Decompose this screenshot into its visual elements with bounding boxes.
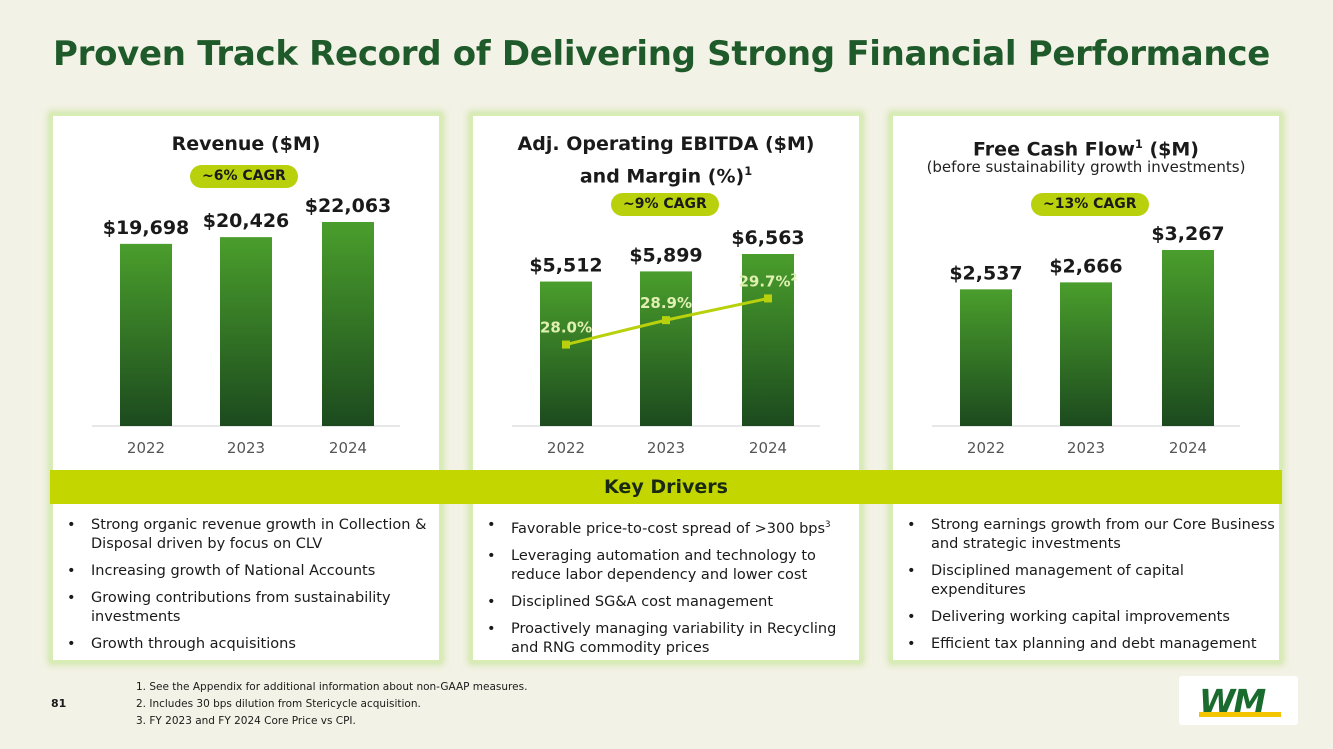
driver-item: Growing contributions from sustainabilit… — [65, 589, 437, 627]
revenue-drivers-list: Strong organic revenue growth in Collect… — [65, 516, 437, 662]
driver-item: Delivering working capital improvements — [905, 608, 1277, 627]
fcf-panel-title: Free Cash Flow1 ($M) — [890, 131, 1282, 163]
ebitda-panel: Adj. Operating EBITDA ($M) and Margin (%… — [470, 113, 862, 663]
bar-value-label: $19,698 — [103, 217, 190, 239]
ebitda-title-line2: and Margin (%) — [579, 165, 745, 188]
margin-label-sup: 2 — [791, 272, 798, 283]
driver-item: Efficient tax planning and debt manageme… — [905, 635, 1277, 654]
driver-item: Favorable price-to-cost spread of >300 b… — [485, 516, 857, 539]
driver-text: Favorable price-to-cost spread of >300 b… — [511, 520, 826, 537]
page-number: 81 — [51, 697, 67, 710]
bar-value-label: $5,899 — [629, 244, 702, 266]
driver-item: Leveraging automation and technology to … — [485, 547, 857, 585]
x-tick-label: 2024 — [329, 439, 367, 457]
x-tick-label: 2024 — [1169, 439, 1207, 457]
bar — [960, 289, 1012, 426]
bar-value-label: $6,563 — [731, 227, 804, 249]
x-tick-label: 2023 — [227, 439, 265, 457]
fcf-title-text: Free Cash Flow — [973, 138, 1135, 161]
bar-value-label: $20,426 — [203, 210, 290, 232]
bar — [120, 243, 172, 426]
fcf-chart: $2,537 2022 $2,666 2023 $3,267 2024 — [932, 223, 1240, 457]
ebitda-chart: $5,512 2022 $5,899 2023 $6,563 2024 28.0% 28.9%… — [512, 227, 820, 457]
ebitda-title-line1: Adj. Operating EBITDA ($M) — [517, 133, 815, 155]
bar — [540, 281, 592, 426]
revenue-panel-title: Revenue ($M) — [171, 133, 321, 155]
ebitda-title-sup: 1 — [744, 164, 753, 178]
ebitda-panel-title: Adj. Operating EBITDA ($M) and Margin (%… — [470, 131, 862, 190]
footnote: 1. See the Appendix for additional infor… — [136, 681, 528, 693]
bar-value-label: $2,666 — [1049, 255, 1122, 277]
x-tick-label: 2022 — [127, 439, 165, 457]
driver-item: Disciplined management of capital expend… — [905, 562, 1277, 600]
x-tick-label: 2022 — [967, 439, 1005, 457]
driver-item: Disciplined SG&A cost management — [485, 593, 857, 612]
fcf-drivers-list: Strong earnings growth from our Core Bus… — [905, 516, 1277, 662]
wm-logo-underline — [1199, 712, 1281, 717]
revenue-chart: $19,698 2022 $20,426 2023 $22,063 2024 — [92, 195, 400, 457]
x-tick-label: 2024 — [749, 439, 787, 457]
bar-value-label: $5,512 — [529, 255, 602, 277]
fcf-title-suffix: ($M) — [1142, 138, 1199, 161]
fcf-panel-subtitle: (before sustainability growth investment… — [926, 158, 1246, 176]
ebitda-drivers-list: Favorable price-to-cost spread of >300 b… — [485, 516, 857, 666]
bar-value-label: $3,267 — [1151, 223, 1224, 245]
wm-logo: WM — [1179, 676, 1298, 725]
fcf-title-sup: 1 — [1134, 137, 1143, 151]
footnote: 2. Includes 30 bps dilution from Stericy… — [136, 698, 421, 710]
bar — [1162, 250, 1214, 426]
margin-label: 28.9% — [640, 294, 692, 312]
footnotes: 1. See the Appendix for additional infor… — [136, 679, 527, 730]
bar — [322, 222, 374, 426]
margin-point — [764, 294, 772, 303]
revenue-panel: Revenue ($M) ~6% CAGR $19,698 2022 $20,426… — [50, 113, 442, 663]
x-tick-label: 2023 — [647, 439, 685, 457]
driver-item: Growth through acquisitions — [65, 635, 437, 654]
bar-value-label: $2,537 — [949, 262, 1022, 284]
bar — [1060, 282, 1112, 426]
key-drivers-banner: Key Drivers — [50, 470, 1282, 504]
fcf-cagr-badge: ~13% CAGR — [1031, 193, 1149, 216]
x-tick-label: 2023 — [1067, 439, 1105, 457]
driver-item: Strong earnings growth from our Core Bus… — [905, 516, 1277, 554]
margin-point — [662, 316, 670, 325]
driver-item: Proactively managing variability in Recy… — [485, 620, 857, 658]
margin-label: 29.7%2 — [738, 272, 797, 290]
bar — [220, 237, 272, 426]
footnote: 3. FY 2023 and FY 2024 Core Price vs CPI… — [136, 715, 356, 727]
bar — [742, 254, 794, 426]
driver-item: Increasing growth of National Accounts — [65, 562, 437, 581]
bar — [640, 271, 692, 426]
x-tick-label: 2022 — [547, 439, 585, 457]
margin-label: 28.0% — [540, 319, 592, 337]
fcf-panel: Free Cash Flow1 ($M) (before sustainabil… — [890, 113, 1282, 663]
margin-point — [562, 340, 570, 349]
revenue-cagr-badge: ~6% CAGR — [190, 165, 298, 188]
driver-sup: 3 — [825, 520, 831, 530]
page-title: Proven Track Record of Delivering Strong… — [53, 34, 1270, 74]
driver-item: Strong organic revenue growth in Collect… — [65, 516, 437, 554]
ebitda-cagr-badge: ~9% CAGR — [611, 193, 719, 216]
bar-value-label: $22,063 — [305, 195, 392, 217]
